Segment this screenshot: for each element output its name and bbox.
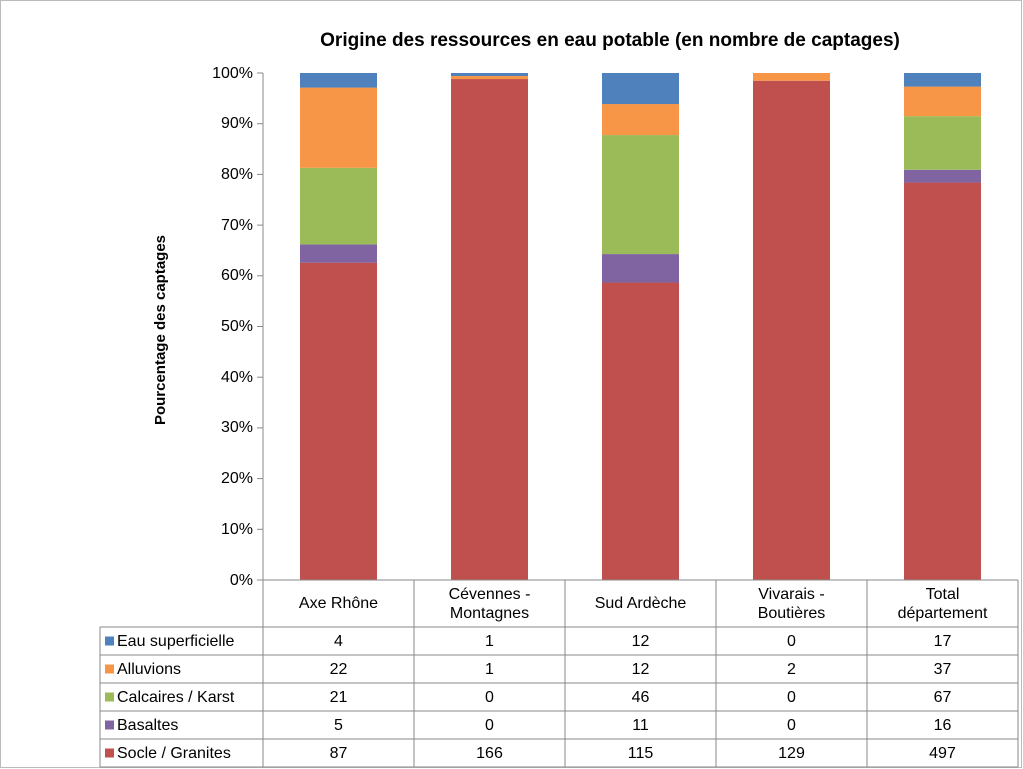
bar-segment (602, 104, 679, 136)
bar-segment (904, 169, 981, 183)
table-cell: 4 (334, 632, 343, 650)
x-tick-label: Axe Rhône (298, 595, 379, 612)
bar-segment (300, 73, 377, 88)
table-cell: 21 (329, 688, 348, 706)
table-cell: 1 (485, 660, 494, 678)
y-tick-label: 70% (220, 216, 253, 234)
legend-swatch (105, 692, 114, 702)
y-tick-label: 0% (229, 571, 253, 589)
table-cell: 1 (485, 632, 494, 650)
y-tick-label: 50% (220, 318, 253, 335)
y-tick-label: 10% (220, 520, 253, 538)
legend-swatch (105, 664, 114, 674)
legend-label: Socle / Granites (117, 744, 231, 762)
x-tick-label: Vivarais - Boutières (757, 585, 826, 622)
table-cell: 12 (631, 632, 650, 650)
legend-label: Alluvions (117, 660, 182, 678)
bar-segment (300, 87, 377, 168)
bar-segment (753, 80, 830, 581)
chart-title: Origine des ressources en eau potable (e… (320, 29, 900, 51)
y-tick-label: 100% (212, 64, 253, 82)
bar-segment (602, 254, 679, 283)
bar-segment (753, 73, 830, 81)
legend-label: Eau superficielle (117, 632, 235, 650)
bar-segment (451, 76, 528, 80)
table-cell: 5 (334, 716, 343, 734)
bar-segment (602, 135, 679, 255)
table-cell: 22 (329, 660, 348, 678)
table-cell: 0 (485, 716, 494, 734)
y-tick-label: 40% (220, 368, 253, 386)
legend-swatch (105, 720, 114, 730)
bar-segment (300, 262, 377, 580)
table-cell: 17 (933, 632, 952, 650)
y-tick-label: 90% (220, 115, 253, 133)
table-cell: 16 (933, 716, 952, 734)
bar-segment (300, 244, 377, 263)
table-cell: 0 (485, 688, 494, 706)
bar-segment (602, 282, 679, 580)
x-tick-label: Total département (897, 585, 988, 622)
table-cell: 37 (933, 660, 952, 678)
bar-segment (300, 167, 377, 245)
table-cell: 0 (787, 716, 796, 734)
table-cell: 67 (933, 688, 952, 706)
table-cell: 87 (329, 744, 348, 762)
table-cell: 11 (632, 716, 649, 734)
table-cell: 0 (787, 688, 796, 706)
y-tick-label: 60% (220, 267, 253, 285)
x-tick-label: Sud Ardèche (594, 595, 687, 612)
legend-swatch (105, 636, 114, 646)
table-cell: 497 (929, 744, 956, 762)
table-cell: 2 (787, 660, 796, 678)
legend-label: Calcaires / Karst (117, 688, 235, 706)
legend-swatch (105, 748, 114, 758)
legend-label: Basaltes (117, 716, 179, 734)
bar-segment (451, 73, 528, 77)
y-tick-label: 80% (220, 165, 253, 183)
y-tick-label: 20% (220, 470, 253, 488)
bar-segment (451, 79, 528, 581)
bar-segment (904, 86, 981, 117)
table-cell: 129 (778, 744, 805, 762)
table-cell: 166 (476, 744, 503, 762)
table-cell: 0 (787, 632, 796, 650)
bar-segment (904, 182, 981, 581)
bar-segment (602, 73, 679, 105)
y-axis-title: Pourcentage des captages (151, 234, 169, 426)
bar-segment (904, 116, 981, 170)
table-cell: 12 (631, 660, 650, 678)
table-cell: 115 (627, 744, 654, 762)
x-tick-label: Cévennes - Montagnes (448, 585, 531, 622)
bar-segment (904, 73, 981, 87)
table-cell: 46 (631, 688, 650, 706)
y-tick-label: 30% (220, 419, 253, 437)
